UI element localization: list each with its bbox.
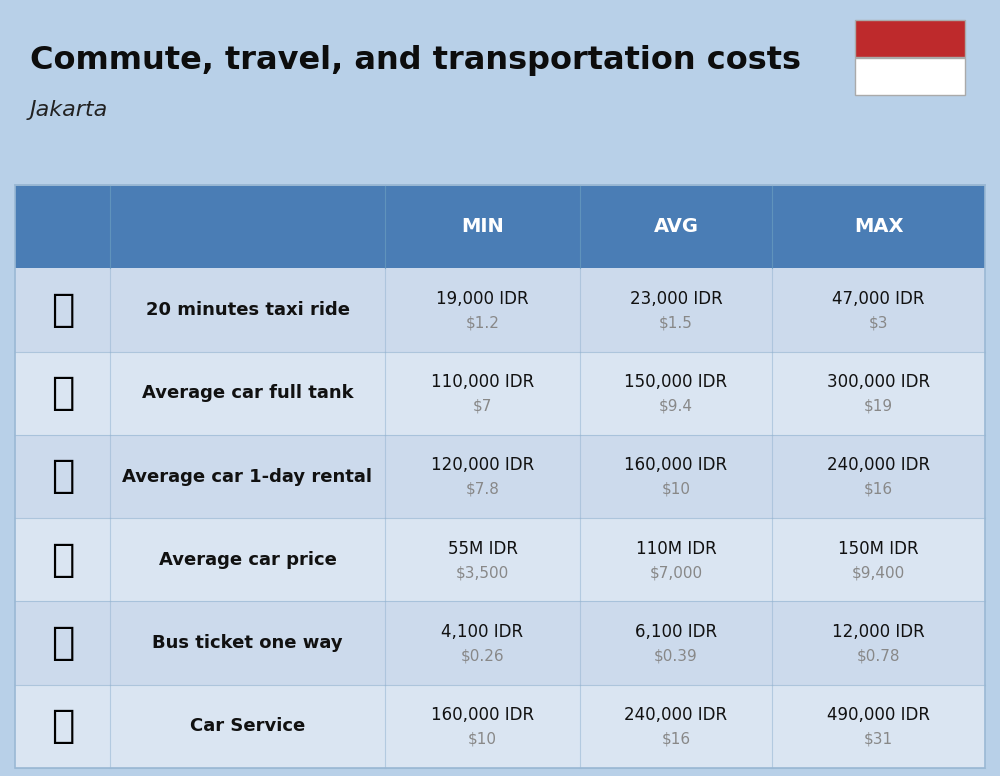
Bar: [15, 684, 985, 768]
Text: 20 minutes taxi ride: 20 minutes taxi ride: [146, 301, 350, 319]
Text: 4,100 IDR: 4,100 IDR: [441, 623, 524, 641]
Text: $7: $7: [473, 399, 492, 414]
Text: $0.39: $0.39: [654, 649, 698, 663]
Text: $10: $10: [662, 482, 690, 497]
Text: 110,000 IDR: 110,000 IDR: [431, 373, 534, 391]
Text: AVG: AVG: [654, 217, 698, 236]
Text: MAX: MAX: [854, 217, 903, 236]
Text: 150M IDR: 150M IDR: [838, 540, 919, 558]
Text: 🚕: 🚕: [51, 291, 74, 329]
Text: Average car full tank: Average car full tank: [142, 384, 353, 402]
Bar: [0, 0, 1000, 175]
Text: 160,000 IDR: 160,000 IDR: [624, 456, 728, 474]
Text: ⛽: ⛽: [51, 374, 74, 412]
Text: $16: $16: [661, 732, 691, 747]
Bar: [15, 185, 985, 268]
Text: $1.2: $1.2: [466, 315, 499, 331]
Text: 490,000 IDR: 490,000 IDR: [827, 706, 930, 724]
Text: $31: $31: [864, 732, 893, 747]
Text: $1.5: $1.5: [659, 315, 693, 331]
Text: 150,000 IDR: 150,000 IDR: [624, 373, 728, 391]
Bar: [15, 601, 985, 684]
Text: $10: $10: [468, 732, 497, 747]
Text: $9,400: $9,400: [852, 565, 905, 580]
Bar: [855, 20, 965, 57]
Text: $16: $16: [864, 482, 893, 497]
Text: $7.8: $7.8: [466, 482, 499, 497]
Text: Average car price: Average car price: [159, 551, 336, 569]
Text: 12,000 IDR: 12,000 IDR: [832, 623, 925, 641]
Text: 120,000 IDR: 120,000 IDR: [431, 456, 534, 474]
Text: $7,000: $7,000: [649, 565, 703, 580]
Text: 🚗: 🚗: [51, 541, 74, 579]
Bar: [15, 518, 985, 601]
Text: MIN: MIN: [461, 217, 504, 236]
Text: 47,000 IDR: 47,000 IDR: [832, 290, 925, 308]
Text: Bus ticket one way: Bus ticket one way: [152, 634, 343, 652]
Text: $0.26: $0.26: [461, 649, 504, 663]
Bar: [855, 58, 965, 95]
Text: 19,000 IDR: 19,000 IDR: [436, 290, 529, 308]
Text: 300,000 IDR: 300,000 IDR: [827, 373, 930, 391]
Text: 23,000 IDR: 23,000 IDR: [630, 290, 722, 308]
Text: 240,000 IDR: 240,000 IDR: [827, 456, 930, 474]
Text: 240,000 IDR: 240,000 IDR: [624, 706, 728, 724]
Text: $3: $3: [869, 315, 888, 331]
Text: 160,000 IDR: 160,000 IDR: [431, 706, 534, 724]
Text: Average car 1-day rental: Average car 1-day rental: [122, 467, 372, 486]
Text: Jakarta: Jakarta: [30, 100, 108, 120]
Text: $19: $19: [864, 399, 893, 414]
Text: 🚌: 🚌: [51, 624, 74, 662]
Text: 6,100 IDR: 6,100 IDR: [635, 623, 717, 641]
Text: 110M IDR: 110M IDR: [636, 540, 716, 558]
Bar: [15, 352, 985, 435]
Text: Car Service: Car Service: [190, 717, 305, 736]
Text: 🔧: 🔧: [51, 708, 74, 746]
Bar: [15, 268, 985, 352]
Text: $9.4: $9.4: [659, 399, 693, 414]
Bar: [15, 435, 985, 518]
Text: Commute, travel, and transportation costs: Commute, travel, and transportation cost…: [30, 45, 801, 76]
Text: $3,500: $3,500: [456, 565, 509, 580]
Bar: [15, 185, 985, 768]
Text: $0.78: $0.78: [857, 649, 900, 663]
Text: 55M IDR: 55M IDR: [448, 540, 518, 558]
Text: 🚙: 🚙: [51, 458, 74, 496]
